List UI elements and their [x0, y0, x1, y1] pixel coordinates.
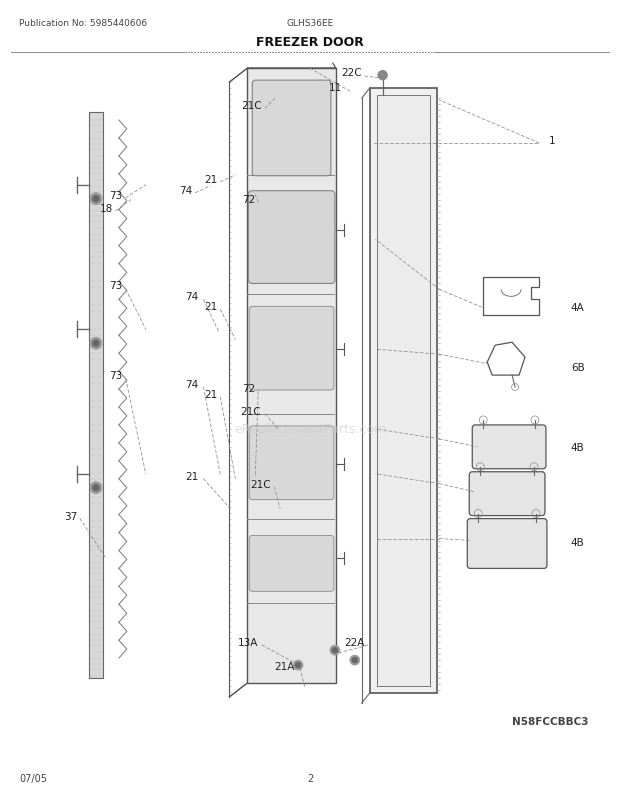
FancyBboxPatch shape: [472, 425, 546, 469]
Text: 21: 21: [204, 302, 218, 312]
Text: 74: 74: [185, 292, 198, 302]
Text: 4A: 4A: [571, 303, 585, 313]
Text: 2: 2: [307, 772, 313, 783]
Text: 21C: 21C: [241, 407, 261, 416]
Text: GLHS36EE: GLHS36EE: [286, 19, 334, 28]
FancyBboxPatch shape: [469, 472, 545, 516]
Text: 11: 11: [329, 83, 342, 93]
Text: eReplacementParts.com: eReplacementParts.com: [234, 423, 386, 435]
Text: 74: 74: [179, 185, 193, 196]
Text: 13A: 13A: [238, 638, 259, 647]
Circle shape: [330, 646, 340, 655]
Text: 37: 37: [64, 511, 77, 521]
Text: 21C: 21C: [250, 479, 271, 489]
FancyBboxPatch shape: [249, 536, 334, 592]
Circle shape: [93, 196, 99, 202]
Text: 21: 21: [185, 471, 198, 481]
Text: 21: 21: [204, 175, 218, 184]
Text: 4B: 4B: [571, 537, 585, 547]
Text: 72: 72: [242, 194, 255, 205]
Text: 22A: 22A: [344, 638, 365, 647]
Text: 21C: 21C: [242, 101, 262, 111]
Circle shape: [93, 341, 99, 346]
Text: 21: 21: [204, 390, 218, 399]
FancyBboxPatch shape: [252, 81, 331, 176]
Text: 07/05: 07/05: [19, 772, 47, 783]
Bar: [247, 69, 336, 683]
Text: 4B: 4B: [571, 442, 585, 452]
Text: Publication No: 5985440606: Publication No: 5985440606: [19, 19, 148, 28]
Circle shape: [352, 658, 357, 662]
Text: 74: 74: [185, 379, 198, 390]
Text: N58FCCBBC3: N58FCCBBC3: [512, 716, 589, 726]
Circle shape: [293, 660, 303, 670]
Bar: [377, 96, 430, 687]
Text: 22C: 22C: [341, 68, 361, 78]
Text: 1: 1: [549, 136, 556, 146]
FancyBboxPatch shape: [248, 192, 335, 284]
Text: FREEZER DOOR: FREEZER DOOR: [256, 36, 364, 49]
Circle shape: [90, 193, 102, 205]
Text: 6B: 6B: [571, 363, 585, 373]
Circle shape: [350, 655, 360, 665]
Circle shape: [296, 662, 301, 668]
FancyBboxPatch shape: [467, 519, 547, 569]
Circle shape: [90, 482, 102, 494]
Text: 73: 73: [110, 191, 123, 200]
Text: 73: 73: [110, 371, 123, 381]
Circle shape: [90, 338, 102, 350]
Text: 21A: 21A: [275, 662, 295, 671]
Text: 18: 18: [100, 204, 113, 213]
Bar: [370, 89, 438, 693]
FancyBboxPatch shape: [249, 427, 334, 500]
Circle shape: [93, 485, 99, 491]
FancyBboxPatch shape: [249, 307, 334, 391]
Circle shape: [378, 71, 387, 80]
Circle shape: [332, 648, 337, 653]
Bar: [89, 113, 103, 678]
Text: 73: 73: [110, 281, 123, 291]
Text: 72: 72: [242, 383, 255, 394]
